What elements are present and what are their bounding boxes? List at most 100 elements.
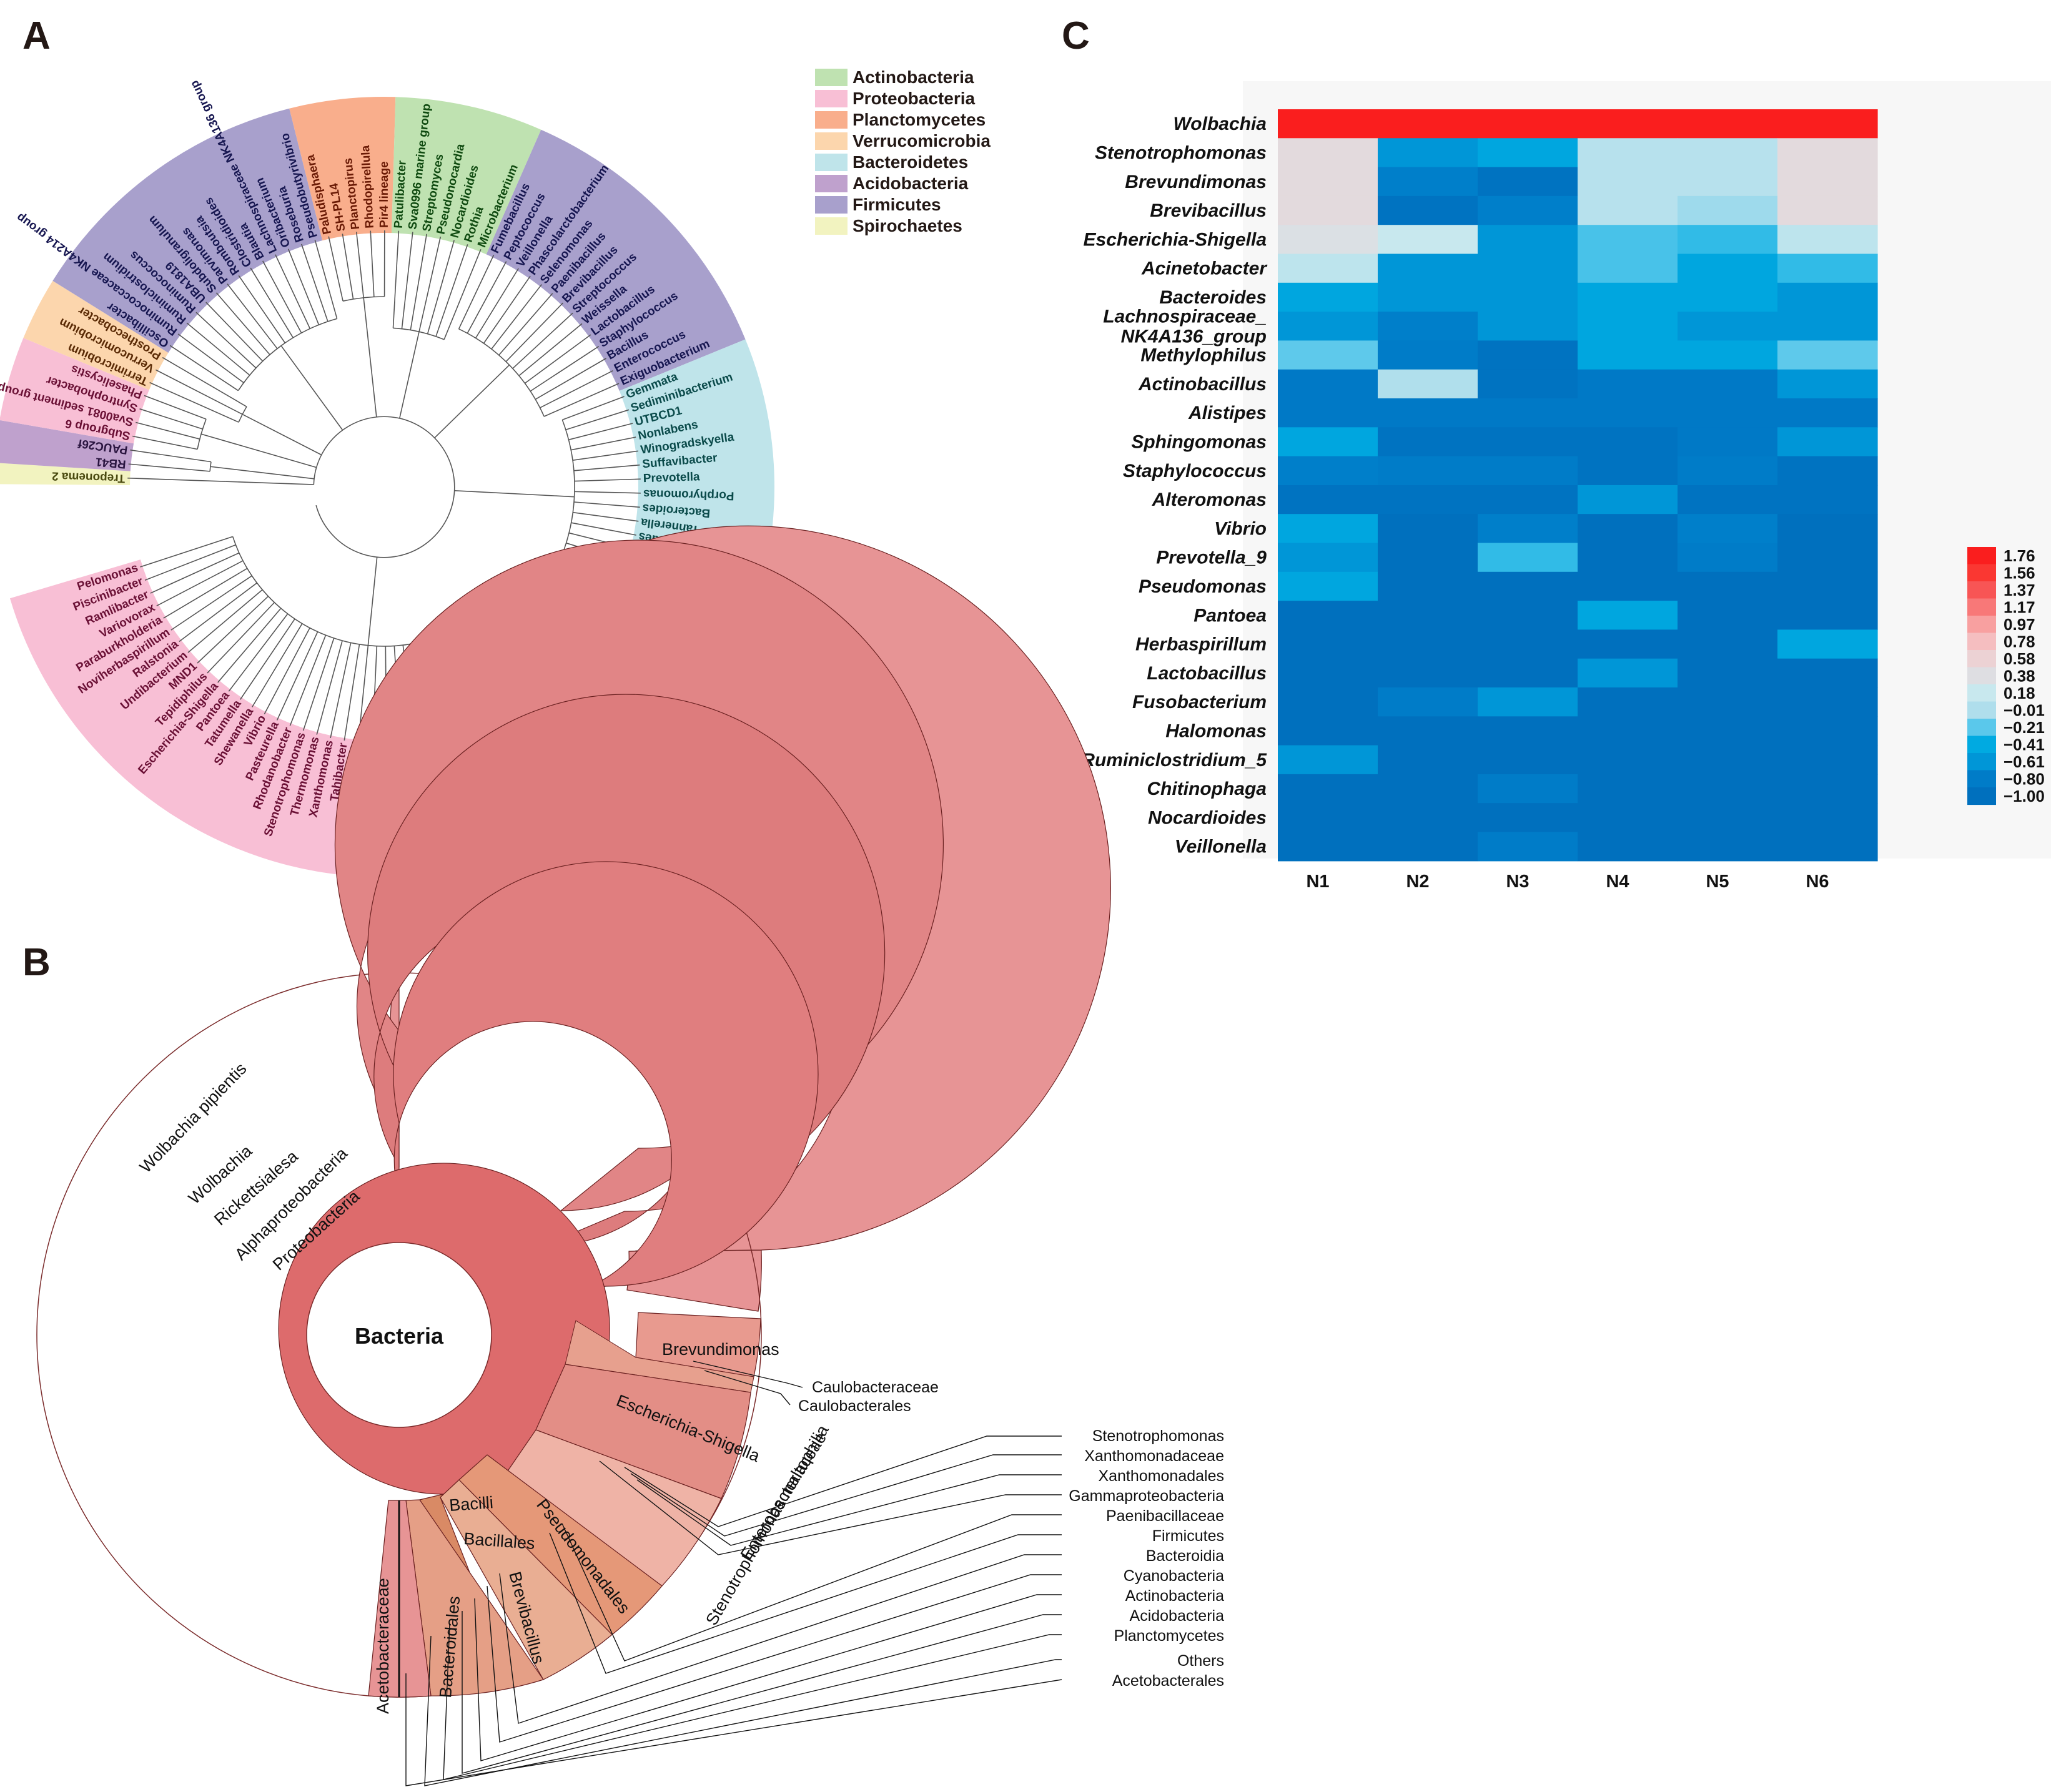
tree-leaf-branch: [343, 644, 360, 741]
krona-ring-alphaproteobacteria: [393, 861, 819, 1299]
heatmap-cell-lactobacillus-n2: [1378, 658, 1478, 688]
heatmap-cell-actinobacillus-n6: [1777, 369, 1878, 399]
heatmap-cell-brevibacillus-n3: [1478, 195, 1578, 225]
tree-branch: [363, 297, 377, 417]
tree-sector-acidobacteria-1: [0, 420, 134, 471]
heatmap-cell-vibrio-n6: [1777, 514, 1878, 544]
tree-leaf-branch: [443, 249, 482, 340]
tree-leaf-branch: [342, 234, 354, 300]
heatmap-cell-pseudomonas-n1: [1278, 571, 1378, 601]
heatmap-cell-bacteroides-n1: [1278, 282, 1378, 312]
heatmap-cell-pantoea-n2: [1378, 601, 1478, 630]
tree-sector-spirochaetes-0: [0, 463, 131, 485]
heatmap-cell-sphingomonas-n5: [1678, 427, 1778, 457]
heatmap-cells: [1278, 109, 1878, 862]
phylum-legend: Actinobacteria Proteobacteria Planctomycet…: [815, 67, 991, 235]
heatmap-row-label-line: Lachnospiraceae_: [1103, 306, 1267, 327]
heatmap-cell-acinetobacter-n4: [1578, 254, 1678, 283]
heatmap-cell-lachnospiraceae-nk4a136-group-n3: [1478, 312, 1578, 341]
tree-branch: [242, 413, 322, 456]
tree-leaf-branch: [127, 477, 225, 482]
heatmap-cell-wolbachia-n3: [1478, 109, 1578, 139]
heatmap-cell-halomonas-n1: [1278, 716, 1378, 746]
heatmap-cell-alistipes-n4: [1578, 398, 1678, 428]
heatmap-cell-pantoea-n3: [1478, 601, 1578, 630]
colorbar-tick-label: 0.58: [2004, 649, 2035, 668]
heatmap-cell-brevundimonas-n2: [1378, 167, 1478, 197]
heatmap-col-label-n5: N5: [1706, 872, 1729, 892]
heatmap-cell-herbaspirillum-n5: [1678, 629, 1778, 659]
heatmap-cell-prevotella-9-n1: [1278, 543, 1378, 573]
heatmap-row-label-wolbachia: Wolbachia: [1174, 114, 1267, 134]
heatmap-cell-acinetobacter-n6: [1777, 254, 1878, 283]
krona-callout-others: Others: [1177, 1652, 1224, 1670]
heatmap-cell-alteromonas-n5: [1678, 485, 1778, 514]
tree-leaf-branch: [136, 421, 200, 440]
legend-swatch-bacteroidetes: [815, 154, 848, 171]
heatmap-cell-stenotrophomonas-n2: [1378, 138, 1478, 168]
heatmap-cell-chitinophaga-n5: [1678, 774, 1778, 804]
heatmap-cell-pseudomonas-n3: [1478, 571, 1578, 601]
heatmap-cell-escherichia-shigella-n1: [1278, 225, 1378, 255]
heatmap-cell-brevibacillus-n4: [1578, 195, 1678, 225]
tree-leaf-branch: [355, 232, 364, 298]
heatmap-cell-lachnospiraceae-nk4a136-group-n2: [1378, 312, 1478, 341]
heatmap-row-label-acinetobacter: Acinetobacter: [1141, 258, 1268, 279]
heatmap-cell-escherichia-shigella-n4: [1578, 225, 1678, 255]
heatmap-cell-lachnospiraceae-nk4a136-group-n6: [1777, 312, 1878, 341]
heatmap-cell-staphylococcus-n6: [1777, 456, 1878, 486]
tree-leaf-branch: [195, 312, 257, 368]
heatmap-cell-escherichia-shigella-n2: [1378, 225, 1478, 255]
krona-label-brevundimonas: Brevundimonas: [662, 1340, 779, 1359]
legend-label-spirochaetes: Spirochaetes: [853, 216, 962, 235]
tree-leaf-branch: [262, 260, 302, 333]
heatmap-row-label-bacteroides: Bacteroides: [1159, 287, 1267, 308]
heatmap-row-label-actinobacillus: Actinobacillus: [1138, 374, 1267, 395]
heatmap-cell-methylophilus-n1: [1278, 340, 1378, 370]
heatmap-cell-pantoea-n5: [1678, 601, 1778, 630]
tree-leaf-branch: [179, 582, 257, 642]
krona-callout-bacteroidia: Bacteroidia: [1146, 1547, 1224, 1565]
colorbar-segment: [1967, 787, 1996, 805]
heatmap-cell-chitinophaga-n6: [1777, 774, 1878, 804]
colorbar-segment: [1967, 564, 1996, 582]
heatmap-cell-staphylococcus-n4: [1578, 456, 1678, 486]
tree-leaf-branch: [571, 522, 636, 536]
tree-branch-arc: [197, 419, 207, 450]
heatmap-cell-fusobacterium-n5: [1678, 687, 1778, 717]
legend-label-acidobacteria: Acidobacteria: [853, 174, 969, 193]
tree-branch-arc: [238, 406, 247, 423]
tree-leaf-branch: [574, 491, 641, 494]
heatmap-row-label-ruminiclostridium-5: Ruminiclostridium_5: [1081, 750, 1267, 770]
heatmap-row-label-alteromonas: Alteromonas: [1152, 490, 1267, 510]
heatmap-cell-lachnospiraceae-nk4a136-group-n4: [1578, 312, 1678, 341]
tree-leaf-branch: [156, 560, 244, 607]
heatmap-row-label-escherichia-shigella: Escherichia-Shigella: [1084, 229, 1267, 250]
heatmap-cell-ruminiclostridium-5-n6: [1777, 745, 1878, 775]
colorbar-tick-label: 1.17: [2004, 598, 2035, 616]
heatmap-cell-lactobacillus-n3: [1478, 658, 1578, 688]
heatmap-cell-nocardioides-n4: [1578, 803, 1678, 833]
tree-leaf-branch: [275, 254, 311, 329]
heatmap-cell-lachnospiraceae-nk4a136-group-n1: [1278, 312, 1378, 341]
tree-leaf-branch: [162, 357, 247, 407]
heatmap-cell-halomonas-n6: [1777, 716, 1878, 746]
colorbar-tick-label: −0.41: [2004, 735, 2045, 754]
tree-leaf-branch: [140, 536, 233, 568]
colorbar-segment: [1967, 598, 1996, 616]
heatmap-cell-chitinophaga-n4: [1578, 774, 1678, 804]
heatmap-cell-fusobacterium-n2: [1378, 687, 1478, 717]
heatmap-row-label-herbaspirillum: Herbaspirillum: [1135, 634, 1267, 655]
heatmap-row-label-brevundimonas: Brevundimonas: [1125, 172, 1267, 192]
legend-swatch-spirochaetes: [815, 217, 848, 235]
tree-leaf-branch: [177, 333, 244, 383]
heatmap-cell-pantoea-n1: [1278, 601, 1378, 630]
tree-leaf-branch: [316, 640, 343, 735]
heatmap-cell-bacteroides-n4: [1578, 282, 1678, 312]
krona-callout-paenibacillaceae: Paenibacillaceae: [1106, 1507, 1224, 1525]
heatmap-cell-acinetobacter-n2: [1378, 254, 1478, 283]
tree-leaf-porphyromonas: Porphyromonas: [643, 487, 734, 502]
tree-leaf-branch: [543, 383, 620, 417]
legend-swatch-verrucomicrobia: [815, 132, 848, 150]
heatmap-cell-alteromonas-n2: [1378, 485, 1478, 514]
